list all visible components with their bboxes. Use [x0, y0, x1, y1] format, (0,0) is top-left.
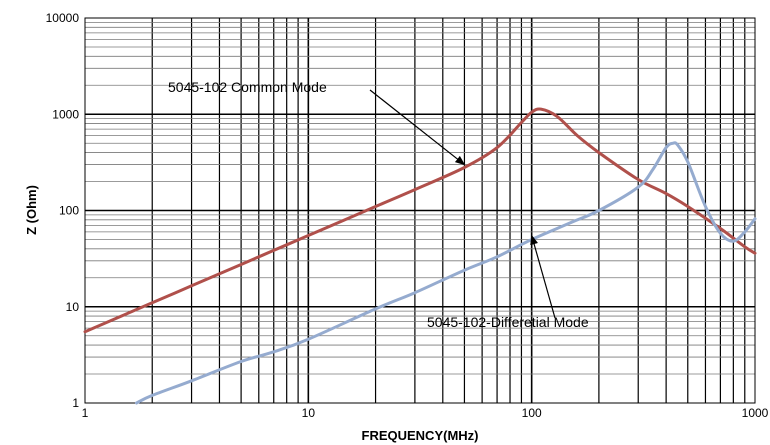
- y-tick-label: 100: [59, 204, 79, 218]
- y-tick-label: 10000: [46, 11, 80, 25]
- x-tick-label: 1000: [742, 406, 769, 420]
- common-mode-annotation: 5045-102 Common Mode: [168, 79, 327, 95]
- common-mode-arrow: [369, 89, 466, 166]
- x-tick-label: 10: [302, 406, 316, 420]
- tick-labels: 1 10 100 1000 1 10 100 1000 10000: [46, 11, 769, 420]
- x-tick-label: 1: [82, 406, 89, 420]
- y-axis-label: Z (Ohm): [24, 185, 39, 235]
- differential-mode-annotation: 5045-102-Differetial Mode: [427, 314, 589, 330]
- x-axis-label: FREQUENCY(MHz): [362, 428, 479, 443]
- x-tick-label: 100: [522, 406, 542, 420]
- differential-mode-line: [135, 141, 757, 405]
- series-lines: [83, 107, 757, 405]
- plot-frame: [84, 17, 756, 404]
- grid-lines: [85, 18, 755, 403]
- y-tick-label: 1: [72, 396, 79, 410]
- differential-mode-arrow: [530, 234, 556, 319]
- annotations: 5045-102 Common Mode 5045-102-Differetial…: [168, 79, 589, 330]
- y-tick-label: 10: [66, 300, 80, 314]
- y-tick-label: 1000: [52, 107, 79, 121]
- common-mode-line: [83, 107, 757, 334]
